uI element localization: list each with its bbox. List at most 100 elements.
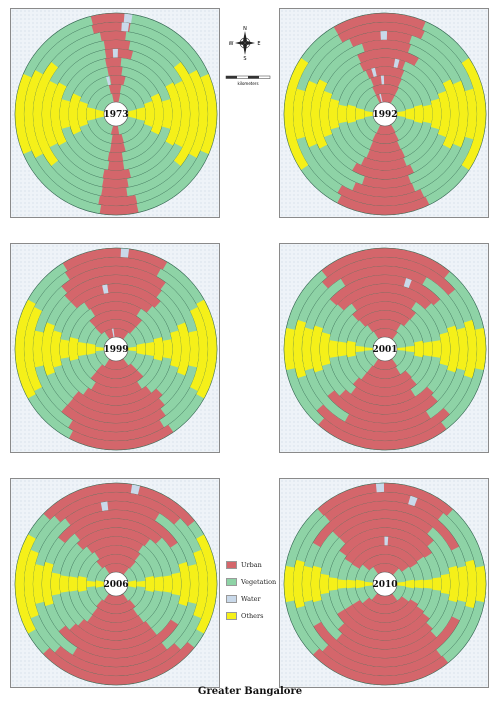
urban-segment (83, 385, 152, 406)
legend-label-water: Water (241, 594, 261, 603)
others-segment (86, 343, 96, 355)
urban-segment (329, 274, 441, 306)
others-segment (423, 341, 433, 357)
others-segment (161, 99, 173, 129)
urban-segment (337, 283, 432, 311)
others-segment (337, 579, 347, 589)
urban-segment (68, 424, 174, 450)
year-label: 2006 (103, 580, 128, 590)
others-segment (188, 563, 200, 605)
others-segment (284, 58, 309, 170)
urban-segment (333, 13, 426, 35)
ring-boundary (14, 12, 218, 216)
urban-segment (337, 609, 430, 641)
urban-segment (366, 365, 401, 379)
water-segment (380, 75, 385, 85)
others-segment (86, 580, 96, 588)
others-segment (457, 565, 469, 603)
urban-segment (61, 265, 166, 294)
others-segment (136, 580, 146, 588)
others-segment (364, 581, 374, 587)
figure-caption: Greater Bangalore (197, 686, 303, 697)
others-segment (405, 107, 415, 121)
urban-segment (109, 75, 126, 86)
urban-segment (351, 292, 417, 311)
others-segment (442, 79, 460, 149)
others-segment (59, 575, 69, 593)
others-segment (337, 341, 347, 357)
others-segment (77, 100, 88, 128)
urban-segment (327, 390, 438, 424)
others-segment (127, 580, 137, 588)
others-segment (136, 343, 146, 355)
compass-n: N (243, 26, 247, 32)
year-label: 1973 (103, 110, 128, 120)
others-segment (355, 345, 365, 353)
ring-boundary (14, 482, 218, 686)
urban-segment (339, 518, 434, 547)
urban-segment (366, 149, 406, 162)
others-segment (127, 346, 137, 352)
others-segment (14, 534, 36, 634)
map-panel-2006: 2006 (10, 478, 220, 688)
urban-segment (352, 377, 417, 397)
others-segment (68, 337, 79, 361)
others-segment (310, 79, 328, 149)
others-segment (86, 107, 96, 121)
urban-segment (371, 593, 398, 605)
others-segment (319, 573, 330, 595)
water-segment (371, 67, 377, 77)
others-segment (364, 110, 374, 118)
urban-segment (339, 386, 434, 415)
urban-segment (65, 500, 160, 526)
others-segment (465, 559, 478, 609)
others-segment (177, 322, 191, 376)
map-panel-1992: 1992 (279, 8, 489, 218)
others-segment (50, 330, 62, 368)
urban-segment (104, 563, 130, 575)
others-segment (196, 534, 217, 634)
water-segment (375, 483, 385, 493)
others-segment (23, 306, 42, 392)
urban-segment (92, 607, 139, 623)
year-circle (103, 101, 129, 127)
water-swatch (226, 594, 237, 603)
urban-segment (336, 630, 437, 659)
urban-segment (111, 134, 124, 144)
urban-segment (112, 93, 121, 103)
urban-segment (352, 301, 417, 321)
others-segment (188, 330, 200, 368)
urban-segment (89, 310, 143, 328)
others-segment (144, 100, 155, 128)
urban-segment (99, 203, 139, 216)
others-segment (405, 579, 415, 589)
others-segment (448, 565, 460, 603)
urban-segment (352, 599, 419, 623)
radial-map-2001: 2001 (283, 247, 487, 451)
urban-segment (54, 643, 181, 677)
year-circle (103, 336, 129, 362)
year-circle (372, 336, 398, 362)
urban-segment (108, 84, 122, 94)
others-segment (171, 572, 182, 596)
others-segment (170, 330, 182, 368)
compass-w: W (229, 41, 234, 47)
others-segment (292, 559, 305, 609)
urban-segment (94, 545, 141, 561)
urban-segment (373, 358, 398, 370)
others-segment (461, 58, 486, 170)
year-label: 2010 (372, 580, 397, 590)
legend-label-others: Others (241, 611, 264, 620)
urban-segment (361, 39, 411, 53)
urban-segment (321, 248, 450, 279)
others-segment (432, 577, 442, 591)
others-segment (463, 319, 478, 379)
others-segment (14, 73, 32, 155)
others-segment (456, 327, 469, 371)
urban-segment (344, 411, 431, 433)
others-segment (346, 104, 357, 124)
urban-segment (337, 21, 425, 43)
others-swatch (226, 611, 237, 620)
others-segment (301, 327, 314, 371)
urban-segment (103, 39, 131, 50)
